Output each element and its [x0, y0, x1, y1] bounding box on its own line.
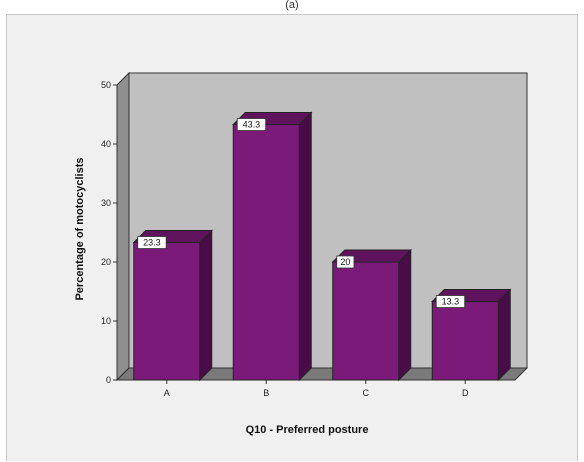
data-label-box-d — [435, 295, 466, 308]
bar-side-c — [398, 248, 412, 382]
data-label-d: 13.3 — [442, 297, 460, 307]
bar-side-a — [199, 229, 213, 382]
y-tick-label: 40 — [101, 139, 111, 149]
data-label-a: 23.3 — [143, 238, 161, 248]
y-tick-label: 0 — [106, 375, 111, 385]
y-tick-label: 50 — [101, 80, 111, 90]
x-tick-label-c: C — [363, 388, 370, 398]
bar-side-d — [497, 288, 511, 382]
bar-a — [133, 242, 201, 381]
data-label-box-a — [137, 236, 167, 249]
y-tick-label: 30 — [101, 198, 111, 208]
chart-frame: 0 10 20 30 40 50 A 23.3 B 43.3 C 20 D 13.3 Percentag… — [6, 14, 578, 461]
plot-left-wall — [116, 71, 130, 382]
bar-side-b — [298, 111, 312, 382]
bar-b — [232, 124, 300, 381]
bar-c — [332, 261, 400, 381]
figure-panel-label: (a) — [285, 0, 299, 11]
data-label-b: 43.3 — [243, 120, 261, 130]
y-axis-title: Percentage of motocyclists — [74, 157, 86, 300]
bar-d — [431, 301, 499, 381]
x-tick-label-d: D — [462, 388, 469, 398]
data-label-box-b — [236, 118, 267, 131]
y-tick-label: 10 — [101, 316, 111, 326]
x-axis-title: Q10 - Preferred posture — [246, 424, 369, 436]
data-label-c: 20 — [340, 257, 350, 267]
y-tick-label: 20 — [101, 257, 111, 267]
bar-chart: 0 10 20 30 40 50 A 23.3 B 43.3 C 20 D 13.3 Percentag… — [74, 71, 529, 436]
data-label-box-c — [336, 255, 355, 269]
x-tick-label-b: B — [263, 388, 269, 398]
x-tick-label-a: A — [164, 388, 170, 398]
